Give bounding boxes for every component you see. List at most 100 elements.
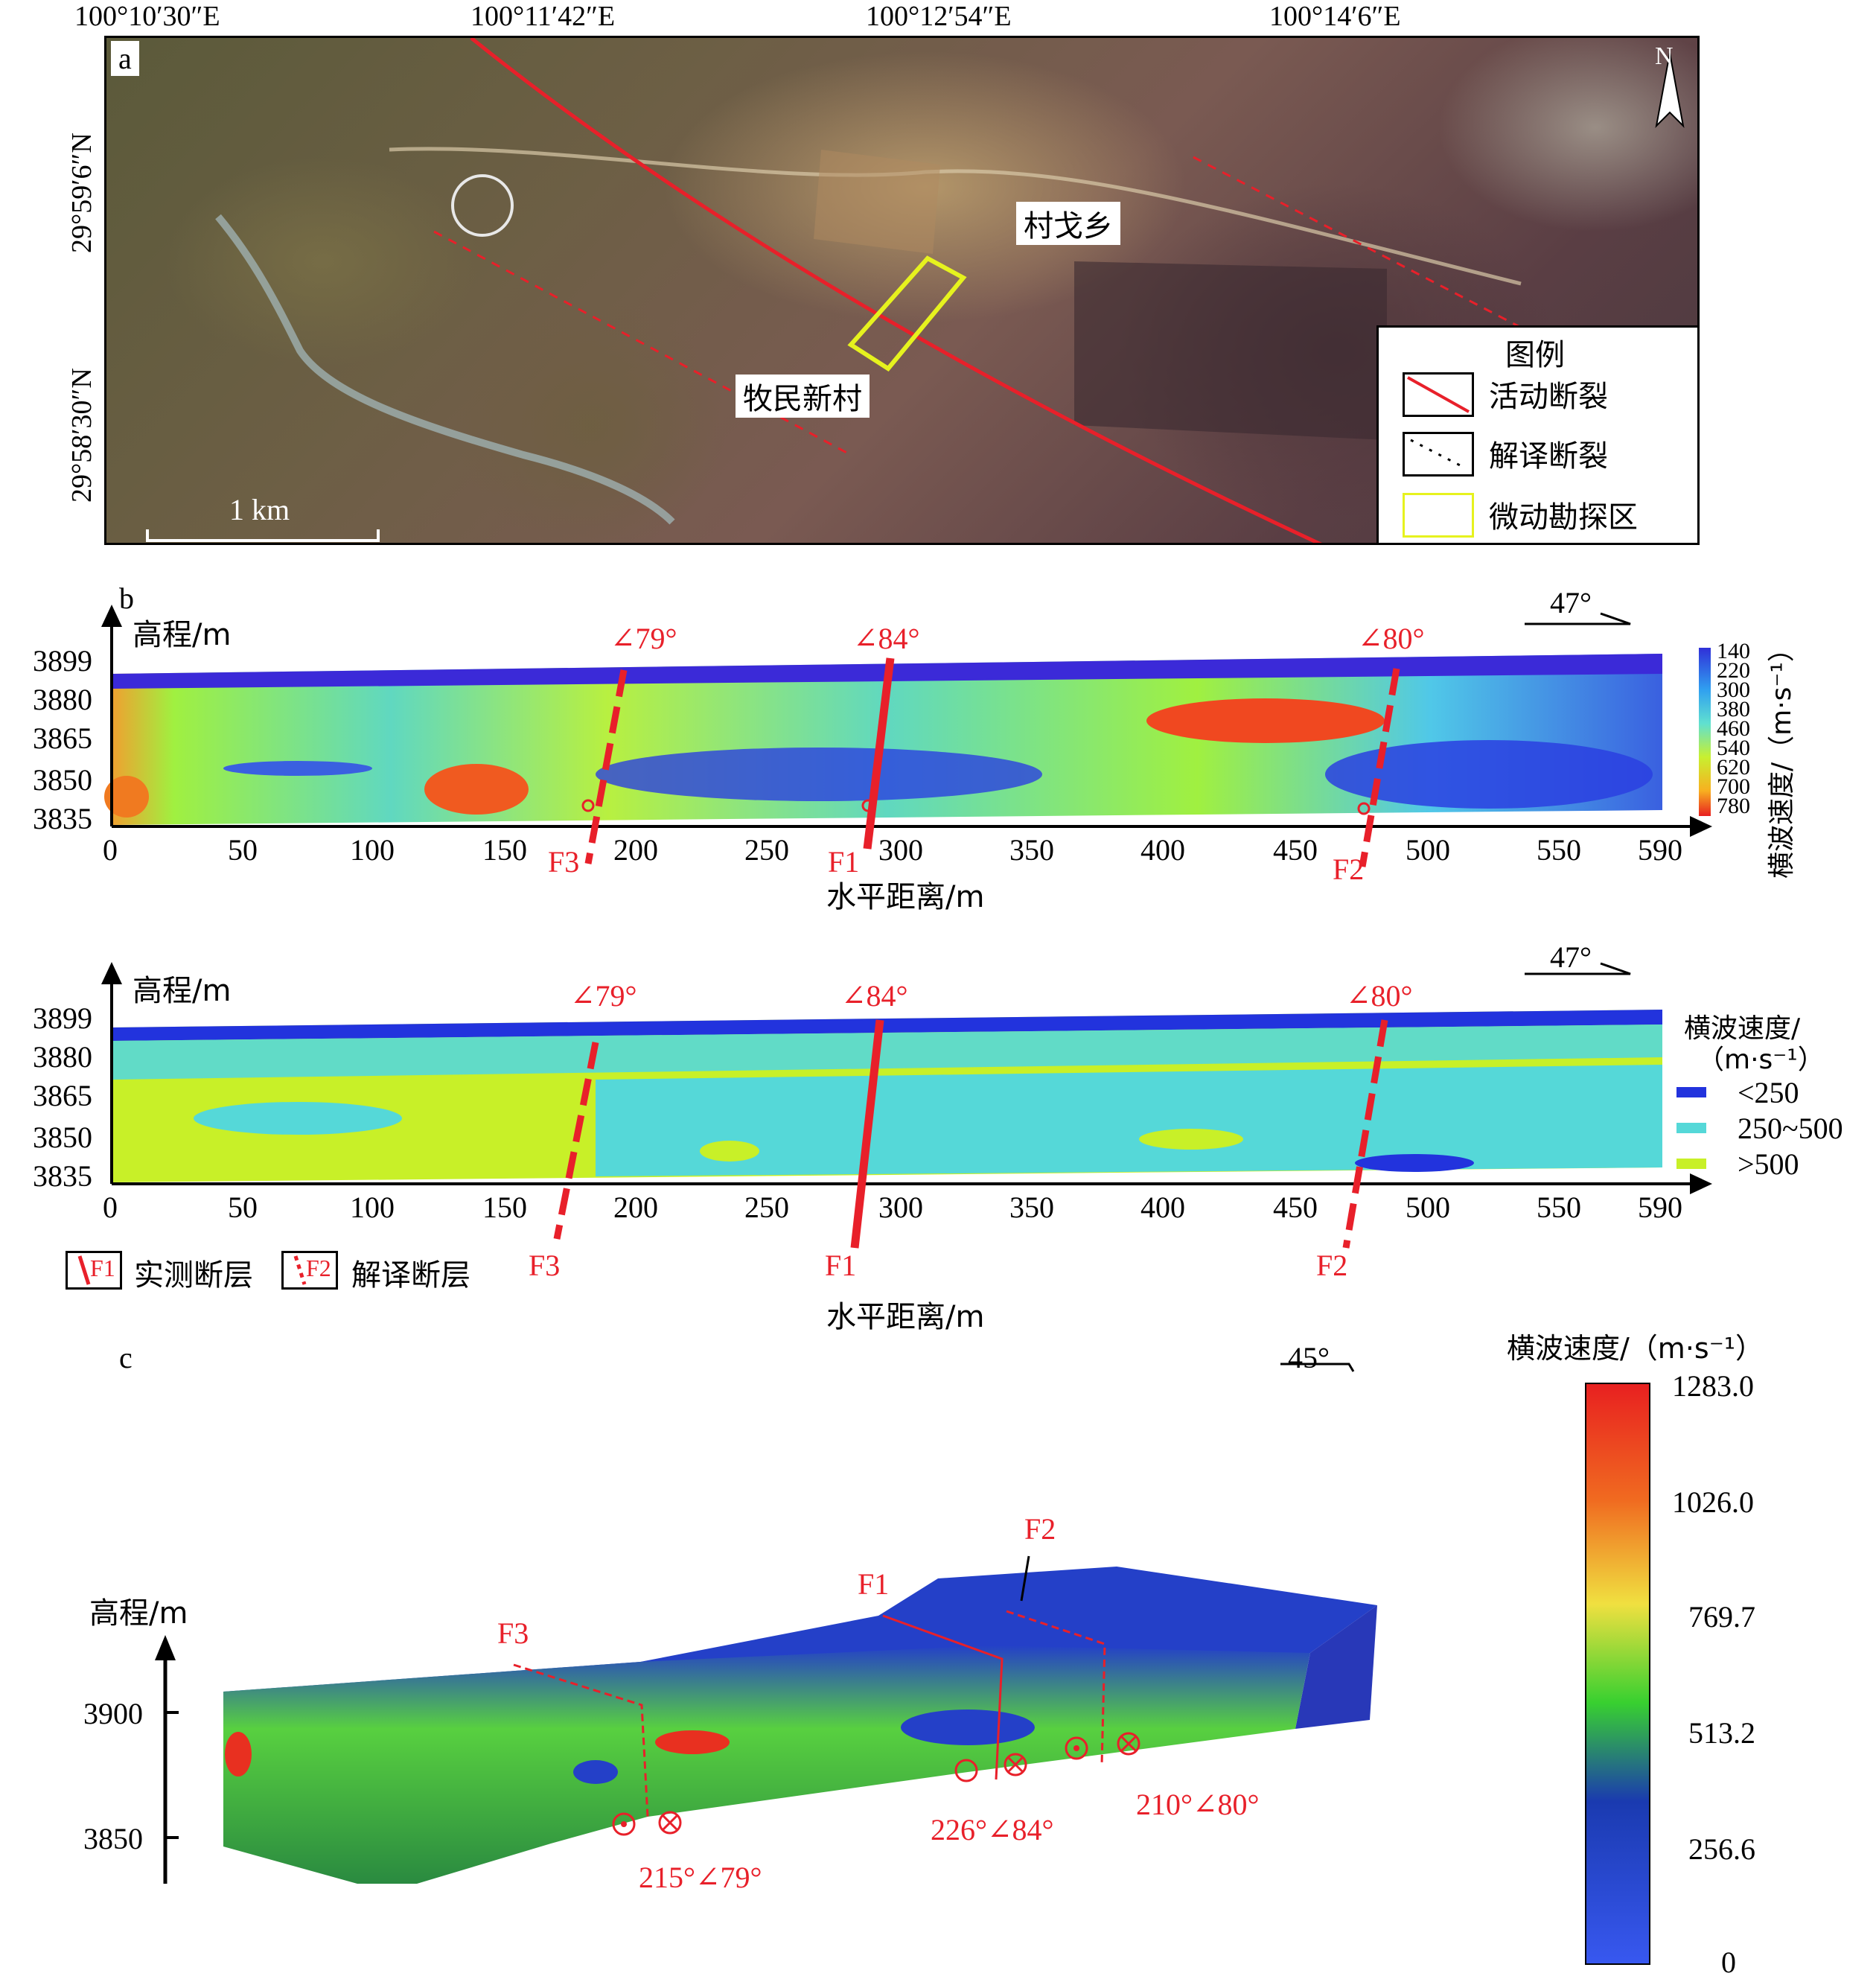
c-low-velocity-lens-1 [573, 1760, 618, 1784]
legend-title: 图例 [1505, 338, 1565, 372]
c-attitude-f2: 210°∠80° [1136, 1788, 1260, 1821]
b-x-tick-0: 0 [103, 833, 118, 867]
c-marker-f1-dot-icon [954, 1759, 978, 1782]
lat-label-1: 29°59′6″N [66, 133, 98, 253]
b-y-axis-arrow-icon [101, 605, 122, 627]
b-cbar-tick-220: 220 [1717, 658, 1750, 683]
class-mid-lens [194, 1102, 402, 1135]
profile-b-upper [101, 605, 1712, 867]
scale-label: 1 km [229, 493, 290, 526]
measured-fault-legend-swatch: F1 [66, 1251, 122, 1290]
legend-label-survey-area: 微动勘探区 [1489, 500, 1638, 535]
b-fault-f3 [584, 669, 628, 864]
low-velocity-lens [223, 761, 372, 776]
b2-x-tick-450: 450 [1273, 1191, 1318, 1224]
class-swatch-mid [1676, 1123, 1706, 1133]
b-dip-f1: ∠84° [853, 622, 920, 655]
survey-area [847, 255, 967, 372]
legend-label-active-fault: 活动断裂 [1489, 380, 1608, 414]
lat-label-2: 29°58′30″N [66, 368, 98, 503]
c-azimuth-label: 45° [1288, 1341, 1330, 1374]
block-side-face [1295, 1605, 1377, 1729]
interpreted-fault-1 [433, 230, 852, 456]
b-fault-label-f2: F2 [1333, 853, 1365, 886]
c-colorbar [1585, 1383, 1650, 1965]
interpreted-fault-2 [1193, 156, 1566, 352]
b-x-tick-200: 200 [613, 833, 658, 867]
b2-x-tick-50: 50 [228, 1191, 258, 1224]
b-x-tick-100: 100 [350, 833, 395, 867]
b2-y-axis-arrow-icon [101, 962, 122, 984]
c-marker-f3-cross-x [661, 1814, 679, 1832]
river [215, 214, 675, 525]
c-y-tick-3900: 3900 [83, 1697, 143, 1730]
b-y-tick-3850: 3850 [33, 763, 92, 797]
c-marker-f3-cross-icon [658, 1811, 682, 1835]
b2-y-tick-3880: 3880 [33, 1040, 92, 1074]
panel-a-letter: a [111, 41, 139, 76]
b-x-tick-50: 50 [228, 833, 258, 867]
b-cbar-tick-300: 300 [1717, 678, 1750, 702]
b-colorbar-ticks: 140 220 300 380 460 540 620 700 780 [1717, 640, 1750, 818]
place-label-mumin: 牧民新村 [736, 375, 870, 418]
c-cbar-tick-1026: 1026.0 [1672, 1485, 1754, 1519]
b2-fault-f3 [553, 1042, 599, 1240]
b-x-tick-590: 590 [1638, 833, 1682, 867]
b2-y-tick-3899: 3899 [33, 1001, 92, 1035]
c-colorbar-title: 横波速度/（m·s⁻¹） [1507, 1332, 1764, 1365]
c-marker-f2-dot-icon [1065, 1736, 1088, 1760]
profile-b-lower [101, 962, 1712, 1249]
lon-label-1: 100°10′30″E [74, 1, 220, 32]
class-low-lens [1355, 1154, 1474, 1172]
class-mid-band [112, 1025, 1662, 1080]
interpreted-fault-legend-swatch: F2 [281, 1251, 338, 1290]
lon-label-4: 100°14′6″E [1269, 1, 1401, 32]
b2-x-tick-590: 590 [1638, 1191, 1682, 1224]
b-cbar-tick-540: 540 [1717, 736, 1750, 760]
c-fault-f3 [513, 1663, 649, 1817]
b2-class-label-low: <250 [1738, 1076, 1799, 1109]
b-x-tick-150: 150 [482, 833, 527, 867]
lon-label-3: 100°12′54″E [866, 1, 1012, 32]
b2-y-tick-3835: 3835 [33, 1159, 92, 1193]
c-cbar-tick-1283: 1283.0 [1672, 1369, 1754, 1403]
b-x-tick-550: 550 [1537, 833, 1581, 867]
c-fault-label-f1: F1 [858, 1567, 890, 1601]
c-fault-label-f2: F2 [1024, 1512, 1056, 1546]
b2-y-tick-3850: 3850 [33, 1121, 92, 1154]
b2-dip-f2: ∠80° [1346, 979, 1413, 1013]
b2-x-tick-150: 150 [482, 1191, 527, 1224]
b-x-tick-400: 400 [1140, 833, 1185, 867]
lon-label-2: 100°11′42″E [470, 1, 616, 32]
c-f2-leader-line [1020, 1555, 1030, 1602]
legend-swatch-interpreted-fault [1403, 432, 1474, 477]
b2-x-tick-400: 400 [1140, 1191, 1185, 1224]
c-attitude-f3: 215°∠79° [639, 1861, 762, 1894]
road [389, 147, 1522, 286]
b-x-title: 水平距离/m [826, 880, 985, 914]
c-high-velocity-spot-2 [655, 1730, 730, 1754]
b2-x-axis-arrow-icon [1690, 1173, 1712, 1194]
c-high-velocity-spot-1 [225, 1732, 252, 1777]
c-marker-f2-dot-center [1073, 1745, 1079, 1751]
b2-x-tick-300: 300 [878, 1191, 923, 1224]
b-cbar-tick-380: 380 [1717, 697, 1750, 721]
high-velocity-anomaly-2 [424, 764, 529, 815]
b2-fault-f2 [1342, 1019, 1388, 1249]
b2-y-title: 高程/m [133, 974, 232, 1008]
b2-fault-label-f2: F2 [1316, 1249, 1348, 1282]
b2-x-tick-200: 200 [613, 1191, 658, 1224]
map-overlay [146, 38, 1685, 543]
class-mid-zone [596, 1065, 1662, 1176]
panel-c-letter: c [119, 1341, 133, 1374]
c-marker-f3-dot-icon [612, 1812, 636, 1836]
b-fault-f1 [863, 657, 895, 850]
block-3d [155, 1363, 1650, 1965]
panel-b-letter: b [119, 581, 134, 615]
high-velocity-anomaly-1 [1146, 698, 1385, 743]
b-x-tick-450: 450 [1273, 833, 1318, 867]
b2-x-tick-550: 550 [1537, 1191, 1581, 1224]
c-fault-f1 [882, 1614, 1004, 1780]
b-colorbar-title: 横波速度/（m·s⁻¹） [1767, 635, 1797, 879]
b2-y-tick-3865: 3865 [33, 1079, 92, 1112]
